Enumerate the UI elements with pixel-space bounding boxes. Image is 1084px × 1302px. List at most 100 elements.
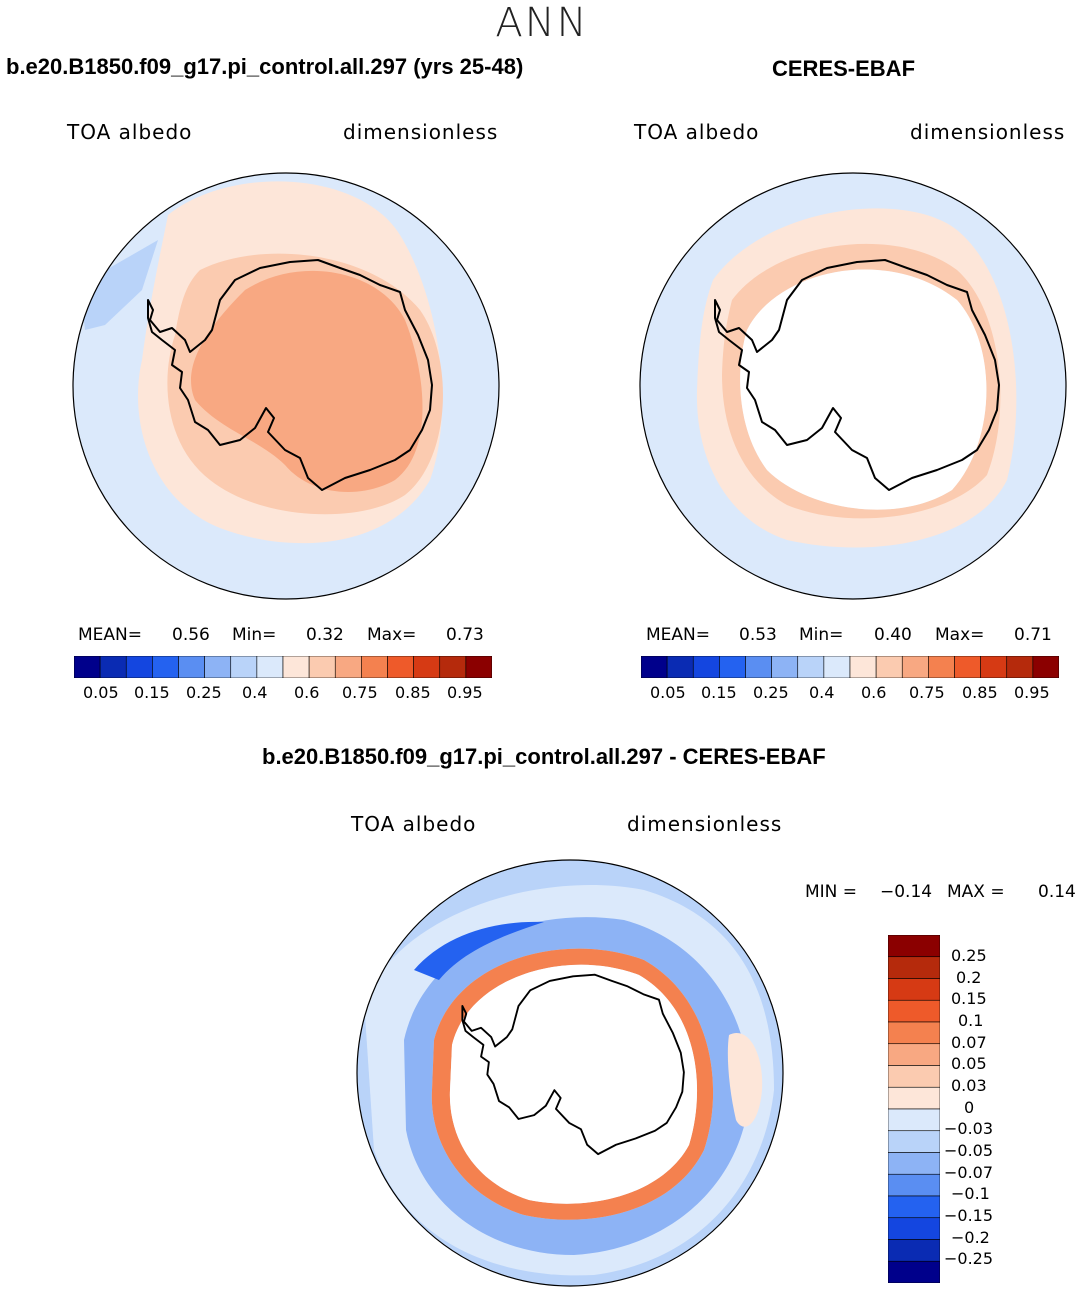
obs-max-value: 0.71 (1014, 625, 1052, 645)
colorbar-swatch (954, 656, 981, 678)
diff-cbar-tick: 0.15 (951, 989, 987, 1008)
diff-min-label: MIN = (805, 882, 858, 902)
model-max-value: 0.73 (446, 625, 484, 645)
diff-map-boundary (356, 859, 784, 1287)
diff-cbar-tick: 0.25 (951, 946, 987, 965)
colorbar-swatch (888, 1043, 940, 1066)
model-max-label: Max= (367, 625, 417, 645)
model-min-label: Min= (232, 625, 277, 645)
obs-cbar-tick: 0.15 (701, 683, 737, 702)
colorbar-swatch (719, 656, 746, 678)
diff-cbar-tick: 0.05 (951, 1054, 987, 1073)
diff-min-value: −0.14 (880, 882, 933, 902)
diff-cbar-tick: 0.1 (958, 1011, 984, 1030)
obs-min-value: 0.40 (874, 625, 912, 645)
model-cbar-tick: 0.75 (342, 683, 378, 702)
obs-right-label: dimensionless (910, 120, 1066, 144)
obs-coastline (714, 259, 1000, 491)
colorbar-swatch (308, 656, 336, 678)
colorbar-swatch (980, 656, 1008, 678)
colorbar-swatch (1032, 656, 1059, 678)
colorbar-swatch (641, 656, 668, 678)
colorbar-swatch (888, 1239, 940, 1262)
model-coastline (147, 259, 433, 491)
colorbar-swatch (334, 656, 362, 678)
obs-colorbar-ticks: 0.05 0.15 0.25 0.4 0.6 0.75 0.85 0.95 (641, 684, 1059, 704)
colorbar-swatch (152, 656, 179, 678)
obs-inner-missing (740, 269, 987, 510)
diff-weak-positive-patch (727, 1033, 763, 1127)
colorbar-swatch (823, 656, 851, 678)
colorbar-swatch (413, 656, 441, 678)
colorbar-swatch (204, 656, 232, 678)
colorbar-swatch (888, 1152, 940, 1175)
colorbar-swatch (256, 656, 284, 678)
obs-cbar-tick: 0.75 (909, 683, 945, 702)
model-min-value: 0.32 (306, 625, 344, 645)
colorbar-swatch (888, 1195, 940, 1219)
model-map-boundary (72, 172, 500, 600)
model-cbar-tick: 0.85 (395, 683, 431, 702)
colorbar-swatch (888, 956, 940, 979)
model-cbar-tick: 0.95 (447, 683, 483, 702)
model-right-label: dimensionless (343, 120, 499, 144)
colorbar-swatch (901, 656, 929, 678)
colorbar-swatch (74, 656, 101, 678)
model-mean-label: MEAN= (78, 625, 142, 645)
obs-min-label: Min= (799, 625, 844, 645)
obs-polar-map (639, 172, 1067, 600)
diff-right-label: dimensionless (627, 812, 783, 836)
diff-polar-map (356, 859, 784, 1287)
colorbar-swatch (928, 656, 955, 678)
colorbar-swatch (888, 1217, 940, 1240)
model-colorbar-ticks: 0.05 0.15 0.25 0.4 0.6 0.75 0.85 0.95 (74, 684, 492, 704)
model-left-label: TOA albedo (67, 120, 193, 144)
colorbar-swatch (888, 978, 940, 1001)
diff-colorbar-ticks: 0.25 0.2 0.15 0.1 0.07 0.05 0.03 0 −0.03… (944, 935, 1014, 1283)
diff-cbar-tick: −0.25 (944, 1249, 994, 1268)
diff-cbar-tick: −0.05 (944, 1141, 994, 1160)
obs-cbar-tick: 0.95 (1014, 683, 1050, 702)
colorbar-swatch (888, 1130, 940, 1153)
obs-mean-value: 0.53 (739, 625, 777, 645)
colorbar-swatch (888, 935, 940, 958)
obs-left-label: TOA albedo (634, 120, 760, 144)
colorbar-swatch (875, 656, 903, 678)
diff-cbar-tick: −0.15 (944, 1206, 994, 1225)
diff-cbar-tick: −0.03 (944, 1119, 994, 1138)
obs-map-boundary (639, 172, 1067, 600)
model-cbar-tick: 0.15 (134, 683, 170, 702)
diff-cbar-tick: −0.07 (944, 1163, 994, 1182)
season-title: ANN (495, 0, 589, 46)
diff-cbar-tick: 0 (964, 1098, 975, 1117)
model-polar-map (72, 172, 500, 600)
colorbar-swatch (282, 656, 310, 678)
colorbar-swatch (888, 1065, 940, 1088)
colorbar-swatch (888, 1173, 940, 1197)
colorbar-swatch (99, 656, 127, 678)
diff-max-label: MAX = (947, 882, 1005, 902)
obs-max-label: Max= (935, 625, 985, 645)
obs-mean-label: MEAN= (646, 625, 710, 645)
diff-cbar-tick: 0.07 (951, 1033, 987, 1052)
colorbar-swatch (888, 1086, 940, 1110)
diff-left-label: TOA albedo (351, 812, 477, 836)
diff-cbar-tick: 0.2 (956, 968, 982, 987)
colorbar-swatch (797, 656, 825, 678)
diff-max-value: 0.14 (1038, 882, 1076, 902)
colorbar-swatch (230, 656, 258, 678)
diff-panel-title: b.e20.B1850.f09_g17.pi_control.all.297 -… (262, 744, 826, 769)
colorbar-swatch (178, 656, 205, 678)
colorbar-swatch (849, 656, 877, 678)
colorbar-swatch (888, 1260, 940, 1283)
model-low-albedo-patch (80, 240, 158, 330)
colorbar-swatch (125, 656, 153, 678)
obs-panel-title: CERES-EBAF (772, 56, 916, 81)
colorbar-swatch (387, 656, 414, 678)
obs-cbar-tick: 0.6 (861, 683, 887, 702)
model-colorbar (74, 656, 492, 678)
colorbar-swatch (1006, 656, 1034, 678)
diff-coastline (461, 973, 685, 1156)
colorbar-swatch (692, 656, 720, 678)
model-cbar-tick: 0.6 (294, 683, 320, 702)
